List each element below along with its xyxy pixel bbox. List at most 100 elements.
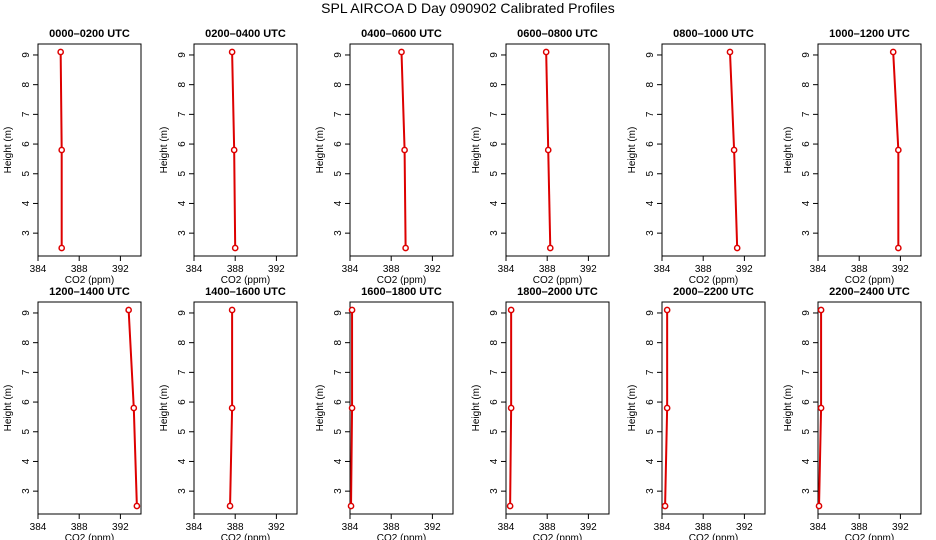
y-tick-label: 5 — [177, 429, 188, 435]
x-tick-label: 388 — [539, 264, 556, 275]
profile-point — [663, 404, 671, 412]
profile-point — [401, 146, 408, 154]
x-axis-label: CO2 (ppm) — [689, 533, 738, 540]
y-tick-label: 7 — [177, 111, 188, 117]
profile-point — [228, 404, 236, 412]
y-tick-label: 9 — [21, 310, 32, 316]
panel-title: 2200–2400 UTC — [829, 286, 910, 298]
x-axis-label: CO2 (ppm) — [533, 533, 582, 540]
plot-frame — [661, 301, 766, 515]
y-tick-label: 3 — [801, 488, 812, 494]
panel-title: 1200–1400 UTC — [49, 286, 130, 298]
y-tick-label: 9 — [645, 310, 656, 316]
y-tick-label: 4 — [489, 458, 500, 464]
x-axis-label: CO2 (ppm) — [221, 533, 270, 540]
y-tick-label: 8 — [333, 81, 344, 87]
profile-point — [58, 146, 66, 154]
profile-point — [507, 404, 515, 412]
y-tick-label: 7 — [645, 111, 656, 117]
x-tick-label: 392 — [580, 522, 597, 533]
plot-frame — [817, 301, 922, 515]
profile-point — [726, 48, 734, 56]
y-tick-label: 8 — [489, 339, 500, 345]
profile-point — [546, 244, 554, 252]
profile-point — [730, 146, 738, 154]
y-tick-label: 4 — [333, 200, 344, 206]
y-tick-label: 5 — [21, 429, 32, 435]
y-tick-label: 3 — [645, 230, 656, 236]
x-tick-label: 392 — [424, 264, 441, 275]
x-tick-label: 388 — [71, 264, 88, 275]
y-tick-label: 7 — [333, 369, 344, 375]
y-axis-label: Height (m) — [627, 385, 638, 432]
y-axis-label: Height (m) — [315, 127, 326, 174]
y-axis-label: Height (m) — [159, 385, 170, 432]
x-tick-label: 392 — [892, 264, 909, 275]
y-tick-label: 6 — [177, 399, 188, 405]
x-tick-label: 384 — [342, 522, 359, 533]
y-tick-label: 4 — [177, 200, 188, 206]
y-tick-label: 7 — [21, 111, 32, 117]
profile-point — [507, 306, 515, 314]
x-tick-label: 388 — [695, 522, 712, 533]
x-tick-label: 392 — [736, 264, 753, 275]
profile-point — [130, 404, 138, 412]
y-tick-label: 3 — [177, 230, 188, 236]
y-tick-label: 6 — [801, 141, 812, 147]
x-tick-label: 392 — [268, 522, 285, 533]
y-tick-label: 6 — [489, 141, 500, 147]
panel-title: 1000–1200 UTC — [829, 28, 910, 40]
y-axis-label: Height (m) — [783, 385, 794, 432]
y-tick-label: 5 — [489, 171, 500, 177]
y-tick-label: 4 — [177, 458, 188, 464]
y-tick-label: 7 — [645, 369, 656, 375]
x-tick-label: 392 — [892, 522, 909, 533]
profile-point — [661, 502, 669, 510]
y-axis-label: Height (m) — [471, 385, 482, 432]
y-tick-label: 3 — [21, 488, 32, 494]
y-axis-label: Height (m) — [3, 385, 14, 432]
profile-point — [398, 48, 405, 56]
y-tick-label: 9 — [645, 52, 656, 58]
y-tick-label: 8 — [177, 81, 188, 87]
y-tick-label: 5 — [801, 429, 812, 435]
panel-title: 0800–1000 UTC — [673, 28, 754, 40]
plot-frame — [37, 43, 142, 257]
x-tick-label: 384 — [654, 522, 671, 533]
y-tick-label: 5 — [21, 171, 32, 177]
y-tick-label: 3 — [333, 230, 344, 236]
y-tick-label: 4 — [801, 200, 812, 206]
profile-point — [125, 306, 132, 314]
panel-title: 1400–1600 UTC — [205, 286, 286, 298]
profile-point — [228, 48, 236, 56]
profile-point — [226, 502, 234, 510]
y-tick-label: 6 — [333, 141, 344, 147]
y-tick-label: 5 — [801, 171, 812, 177]
profile-point — [894, 244, 902, 252]
profile-point — [544, 146, 552, 154]
x-axis-label: CO2 (ppm) — [689, 275, 738, 286]
y-tick-label: 8 — [21, 81, 32, 87]
panel-title: 1800–2000 UTC — [517, 286, 598, 298]
profile-point — [58, 244, 66, 252]
y-tick-label: 8 — [333, 339, 344, 345]
plot-frame — [193, 43, 298, 257]
panel-title: 0400–0600 UTC — [361, 28, 442, 40]
y-tick-label: 6 — [333, 399, 344, 405]
x-tick-label: 388 — [227, 522, 244, 533]
y-tick-label: 5 — [489, 429, 500, 435]
panel-title: 0200–0400 UTC — [205, 28, 286, 40]
y-tick-label: 7 — [333, 111, 344, 117]
y-axis-label: Height (m) — [159, 127, 170, 174]
y-tick-label: 4 — [801, 458, 812, 464]
y-tick-label: 9 — [801, 52, 812, 58]
